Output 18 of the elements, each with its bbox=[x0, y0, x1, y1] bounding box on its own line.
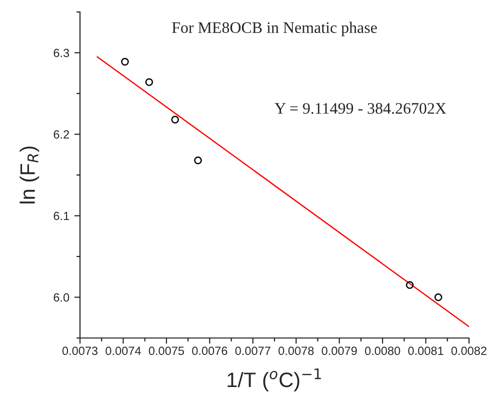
x-tick-label: 0.0075 bbox=[148, 346, 184, 356]
x-tick-label: 0.0079 bbox=[322, 346, 357, 356]
x-tick-label: 0.0078 bbox=[278, 346, 314, 356]
x-tick-label: 0.0077 bbox=[235, 346, 270, 356]
y-tick-label: 6.3 bbox=[54, 48, 70, 58]
x-tick-label: 0.0074 bbox=[106, 346, 141, 356]
y-tick-label: 6.1 bbox=[54, 212, 70, 220]
y-axis-title: ln (F$_{R}$) bbox=[20, 146, 40, 204]
x-tick-label: 0.0081 bbox=[408, 346, 444, 356]
annotation: Y = 9.11499 - 384.26702X bbox=[274, 103, 446, 114]
y-tick-label: 6.2 bbox=[54, 130, 69, 139]
x-tick-label: 0.0080 bbox=[364, 346, 400, 356]
text: For ME8OCB in Nematic phase bbox=[172, 22, 377, 36]
x-tick-label: 0.0073 bbox=[62, 346, 98, 356]
x-tick-label: 0.0082 bbox=[451, 346, 486, 356]
x-axis-title: 1/T ($^{o}$C)$^{−1}$ bbox=[228, 368, 321, 392]
y-tick-label: 6.0 bbox=[54, 293, 70, 302]
x-tick-label: 0.0076 bbox=[192, 346, 228, 356]
